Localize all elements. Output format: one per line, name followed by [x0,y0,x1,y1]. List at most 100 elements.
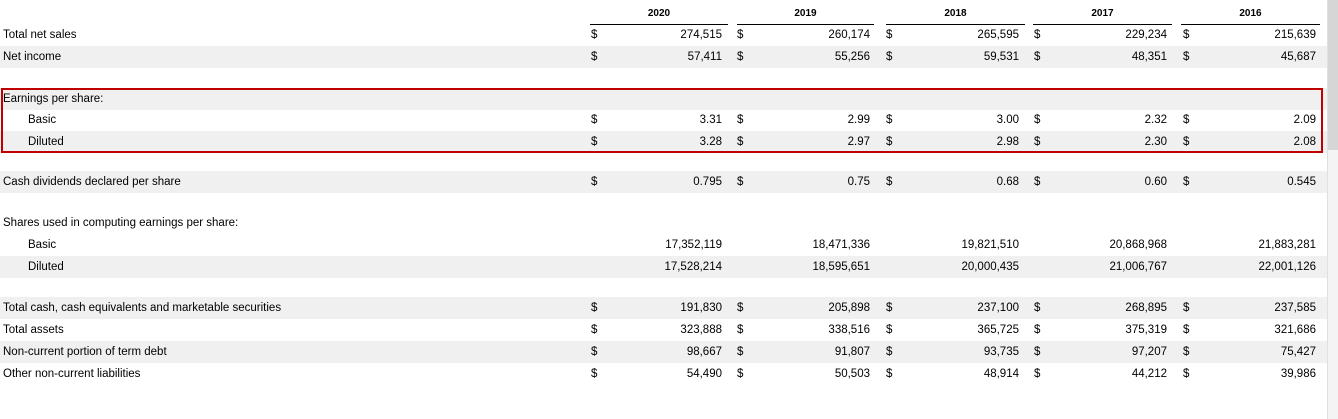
value-cell: 48,914 [983,368,1019,380]
row-label: Total cash, cash equivalents and marketa… [3,302,282,314]
value-cell: 229,234 [1125,29,1167,41]
year-header: 2019 [737,8,874,25]
currency-symbol: $ [737,136,744,148]
value-cell: 274,515 [680,29,722,41]
table-row: Total assets $323,888 $338,516 $365,725 $375… [0,319,1328,341]
scrollbar-thumb[interactable] [1328,0,1338,150]
value-cell: 20,868,968 [1109,239,1167,251]
value-cell: 2.97 [847,136,870,148]
value-cell: 0.795 [693,176,722,188]
value-cell: 338,516 [828,324,870,336]
row-label: Shares used in computing earnings per sh… [3,217,239,229]
value-cell: 375,319 [1125,324,1167,336]
currency-symbol: $ [1183,176,1190,188]
year-header: 2017 [1033,8,1172,25]
currency-symbol: $ [1034,324,1041,336]
currency-symbol: $ [591,368,598,380]
value-cell: 21,006,767 [1109,261,1167,273]
currency-symbol: $ [886,302,893,314]
table-row: Total net sales $274,515 $260,174 $265,595 $… [0,24,1328,46]
value-cell: 260,174 [828,29,870,41]
value-cell: 237,100 [977,302,1019,314]
value-cell: 54,490 [686,368,722,380]
value-cell: 2.30 [1144,136,1167,148]
value-cell: 205,898 [828,302,870,314]
value-cell: 17,528,214 [664,261,722,273]
value-cell: 50,503 [834,368,870,380]
row-label: Basic [28,239,57,251]
table-row: Basic 17,352,119 18,471,336 19,821,510 20,86… [0,234,1328,256]
currency-symbol: $ [591,114,598,126]
value-cell: 48,351 [1131,51,1167,63]
row-label: Non-current portion of term debt [3,346,167,358]
currency-symbol: $ [1034,136,1041,148]
table-row: Earnings per share: [0,88,1328,110]
row-label: Cash dividends declared per share [3,176,181,188]
row-label: Basic [28,114,57,126]
value-cell: 2.08 [1293,136,1316,148]
table-row: Non-current portion of term debt $98,667 $… [0,341,1328,363]
currency-symbol: $ [1183,29,1190,41]
currency-symbol: $ [1034,29,1041,41]
table-row: Other non-current liabilities $54,490 $50,… [0,363,1328,385]
value-cell: 2.98 [996,136,1019,148]
currency-symbol: $ [1034,302,1041,314]
value-cell: 19,821,510 [961,239,1019,251]
currency-symbol: $ [886,346,893,358]
currency-symbol: $ [1034,176,1041,188]
currency-symbol: $ [1034,368,1041,380]
row-label: Net income [3,51,62,63]
year-header: 2016 [1181,8,1320,25]
value-cell: 98,667 [686,346,722,358]
currency-symbol: $ [737,176,744,188]
currency-symbol: $ [737,324,744,336]
currency-symbol: $ [737,346,744,358]
value-cell: 237,585 [1274,302,1316,314]
value-cell: 22,001,126 [1258,261,1316,273]
value-cell: 0.60 [1144,176,1167,188]
currency-symbol: $ [1183,51,1190,63]
value-cell: 265,595 [977,29,1019,41]
value-cell: 57,411 [687,51,722,63]
value-cell: 3.31 [699,114,722,126]
table-row: Shares used in computing earnings per sh… [0,212,1328,234]
currency-symbol: $ [737,302,744,314]
value-cell: 75,427 [1280,346,1316,358]
currency-symbol: $ [1034,51,1041,63]
value-cell: 321,686 [1274,324,1316,336]
currency-symbol: $ [737,51,744,63]
value-cell: 59,531 [983,51,1019,63]
value-cell: 0.75 [847,176,870,188]
currency-symbol: $ [886,176,893,188]
currency-symbol: $ [886,136,893,148]
row-label: Diluted [28,136,64,148]
year-header: 2020 [590,8,728,25]
row-label: Total net sales [3,29,77,41]
value-cell: 3.00 [996,114,1019,126]
value-cell: 191,830 [680,302,722,314]
currency-symbol: $ [1183,346,1190,358]
currency-symbol: $ [886,114,893,126]
row-label: Diluted [28,261,64,273]
table-row: Diluted 17,528,214 18,595,651 20,000,435 21,… [0,256,1328,278]
value-cell: 97,207 [1131,346,1167,358]
table-row: Total cash, cash equivalents and marketa… [0,297,1328,319]
year-header: 2018 [886,8,1025,25]
table-row: Net income $57,411 $55,256 $59,531 $48,351 $4… [0,46,1328,68]
value-cell: 18,471,336 [812,239,870,251]
currency-symbol: $ [737,29,744,41]
value-cell: 2.32 [1144,114,1167,126]
row-label: Earnings per share: [3,93,104,105]
value-cell: 91,807 [834,346,870,358]
value-cell: 215,639 [1274,29,1316,41]
vertical-scrollbar[interactable] [1327,0,1338,419]
row-label: Other non-current liabilities [3,368,141,380]
currency-symbol: $ [886,324,893,336]
value-cell: 55,256 [834,51,870,63]
value-cell: 93,735 [983,346,1019,358]
currency-symbol: $ [1183,324,1190,336]
currency-symbol: $ [886,51,893,63]
value-cell: 323,888 [680,324,722,336]
currency-symbol: $ [1183,368,1190,380]
currency-symbol: $ [591,176,598,188]
